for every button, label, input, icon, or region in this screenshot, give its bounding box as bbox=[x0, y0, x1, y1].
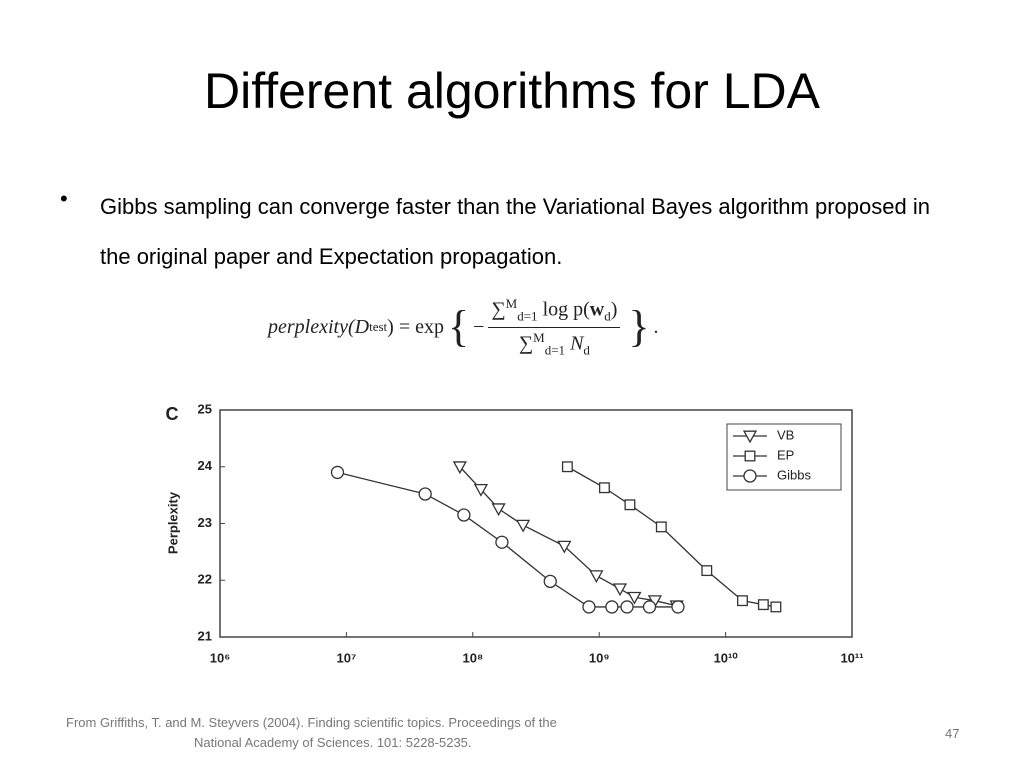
marker bbox=[642, 600, 657, 614]
footer: From Griffiths, T. and M. Steyvers (2004… bbox=[66, 713, 557, 753]
formula-text: D bbox=[354, 315, 370, 338]
formula-text: . bbox=[653, 315, 659, 338]
formula-text: w bbox=[589, 298, 605, 321]
marker bbox=[515, 519, 531, 533]
marker bbox=[418, 487, 432, 501]
footer-line: From Griffiths, T. and M. Steyvers (2004… bbox=[66, 715, 557, 730]
marker bbox=[491, 503, 506, 517]
bullet-text: Gibbs sampling can converge faster than … bbox=[100, 194, 930, 269]
formula-text: test bbox=[369, 319, 388, 335]
formula-text: ∑ bbox=[491, 298, 506, 321]
y-tick-label: 23 bbox=[198, 515, 212, 530]
denominator: ∑Md=1 Nd bbox=[516, 328, 593, 359]
bullet-marker: • bbox=[60, 186, 68, 211]
marker bbox=[457, 508, 471, 522]
formula-text: M bbox=[505, 296, 518, 311]
marker bbox=[473, 484, 489, 497]
formula-fraction: ∑Md=1 log p(wd) ∑Md=1 Nd bbox=[488, 296, 621, 359]
marker bbox=[671, 600, 685, 614]
slide-title: Different algorithms for LDA bbox=[204, 63, 820, 119]
marker bbox=[770, 601, 782, 613]
x-tick-label: 10⁷ bbox=[336, 650, 356, 665]
y-tick-label: 25 bbox=[198, 401, 212, 416]
legend-marker bbox=[743, 469, 757, 483]
legend-label: VB bbox=[777, 427, 794, 442]
formula-text: = bbox=[398, 315, 411, 338]
marker bbox=[701, 565, 713, 577]
x-tick-label: 10⁶ bbox=[210, 650, 230, 665]
marker bbox=[605, 600, 619, 614]
marker bbox=[589, 570, 604, 584]
y-tick-label: 24 bbox=[198, 458, 213, 473]
marker bbox=[557, 540, 572, 554]
marker bbox=[612, 583, 628, 597]
panel-label: C bbox=[166, 404, 179, 424]
legend-marker bbox=[744, 450, 756, 462]
legend-label: EP bbox=[777, 447, 794, 462]
formula-text: − bbox=[473, 315, 485, 338]
marker bbox=[330, 465, 345, 480]
formula-text: M bbox=[533, 329, 545, 345]
marker bbox=[495, 535, 509, 549]
formula-text: { bbox=[447, 302, 470, 352]
marker bbox=[620, 600, 634, 614]
chart: C Perplexity 10⁶ 10⁷ 10⁸ 10⁹ 10¹⁰ 10¹¹ 21 22 23 2… bbox=[165, 401, 863, 665]
formula-text: d=1 bbox=[544, 342, 566, 358]
y-tick-label: 21 bbox=[198, 628, 212, 643]
x-tick-label: 10¹⁰ bbox=[714, 650, 739, 665]
y-tick-label: 22 bbox=[198, 572, 212, 587]
formula-text: d=1 bbox=[517, 308, 538, 324]
formula-text: log p( bbox=[542, 298, 590, 321]
legend-label: Gibbs bbox=[777, 467, 811, 482]
formula-text: d bbox=[604, 308, 611, 324]
x-tick-label: 10⁸ bbox=[462, 650, 483, 665]
series-line bbox=[459, 466, 677, 607]
page-number: 47 bbox=[945, 726, 960, 741]
footer-line: National Academy of Sciences. 101: 5228-… bbox=[194, 735, 472, 750]
formula-text: ) bbox=[387, 315, 394, 338]
series-line bbox=[337, 471, 678, 608]
formula-text: exp bbox=[415, 315, 444, 338]
formula-text: ) bbox=[610, 298, 618, 321]
x-tick-label: 10¹¹ bbox=[840, 650, 863, 665]
marker bbox=[757, 599, 769, 611]
y-axis-label: Perplexity bbox=[165, 491, 180, 554]
marker bbox=[737, 595, 748, 607]
marker bbox=[624, 499, 636, 511]
numerator: ∑Md=1 log p(wd) bbox=[488, 296, 621, 328]
marker bbox=[543, 574, 557, 589]
marker bbox=[452, 461, 467, 475]
formula-text: ∑ bbox=[518, 332, 534, 355]
formula-text: d bbox=[583, 342, 590, 358]
legend-marker bbox=[742, 430, 758, 444]
marker bbox=[561, 461, 573, 473]
formula-text: N bbox=[570, 332, 584, 355]
marker bbox=[582, 600, 596, 614]
formula-text: perplexity( bbox=[268, 315, 355, 338]
x-tick-label: 10⁹ bbox=[589, 650, 610, 665]
marker bbox=[627, 591, 642, 605]
marker bbox=[655, 521, 667, 533]
formula-text: } bbox=[628, 302, 650, 352]
marker bbox=[598, 482, 610, 494]
